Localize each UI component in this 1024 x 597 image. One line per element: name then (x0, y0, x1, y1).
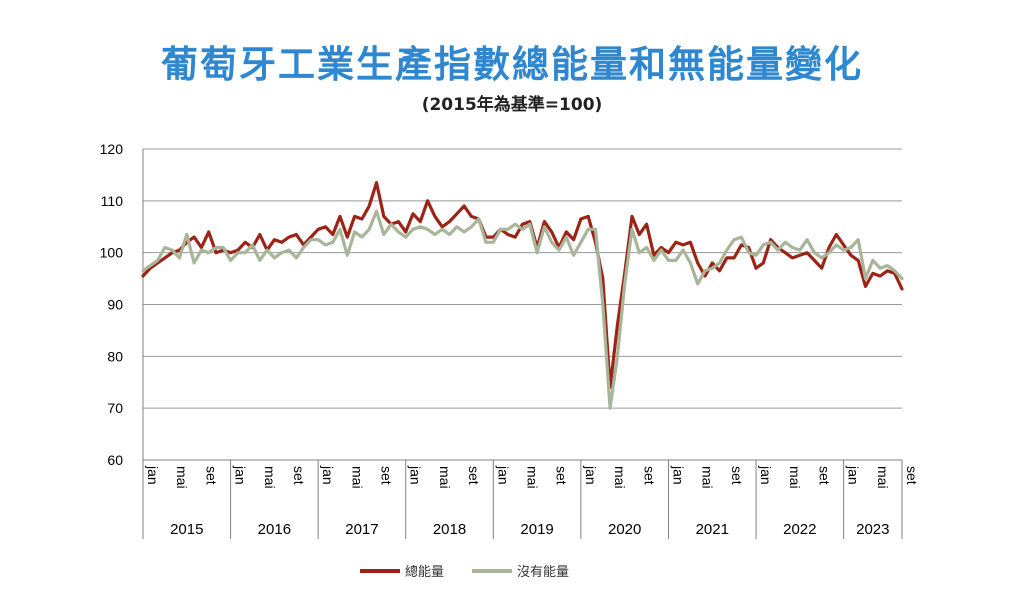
month-tick-label: jan (233, 465, 249, 485)
month-tick-label: set (291, 466, 307, 485)
y-tick-label: 120 (100, 141, 124, 157)
month-tick-label: set (904, 466, 920, 485)
month-tick-label: jan (145, 465, 161, 485)
year-label: 2020 (608, 521, 641, 538)
year-label: 2017 (345, 521, 378, 538)
year-label: 2019 (520, 521, 553, 538)
month-tick-label: set (729, 466, 745, 485)
month-tick-label: mai (787, 466, 803, 489)
y-tick-label: 80 (107, 348, 123, 364)
month-tick-label: mai (700, 466, 716, 489)
legend-label: 沒有能量 (517, 565, 569, 580)
year-label: 2021 (696, 521, 729, 538)
y-tick-label: 60 (107, 452, 123, 468)
y-tick-label: 70 (107, 400, 123, 416)
grid-lines (143, 148, 902, 461)
y-axis: 60 70 80 90 100 110 120 (100, 141, 144, 539)
month-tick-label: mai (262, 466, 278, 489)
month-tick-label: set (379, 466, 395, 485)
month-tick-label: jan (583, 465, 599, 485)
legend: 總能量 沒有能量 (360, 564, 569, 580)
year-label: 2018 (433, 521, 466, 538)
month-tick-label: set (554, 466, 570, 485)
month-tick-label: jan (408, 465, 424, 485)
month-tick-label: jan (670, 465, 686, 485)
legend-label: 總能量 (405, 564, 444, 580)
year-label: 2022 (783, 521, 816, 538)
series-line-total-energy (141, 181, 904, 389)
month-tick-label: jan (758, 465, 774, 485)
chart-title: 葡萄牙工業生產指數總能量和無能量變化 (161, 43, 863, 86)
month-tick-label: jan (495, 465, 511, 485)
year-label: 2015 (170, 521, 203, 538)
y-tick-label: 90 (107, 297, 123, 313)
month-tick-label: set (641, 466, 657, 485)
month-tick-label: jan (320, 465, 336, 485)
month-tick-label: set (203, 466, 219, 485)
year-label: 2023 (856, 521, 889, 538)
month-tick-label: set (466, 466, 482, 485)
series-lines (141, 181, 904, 410)
month-tick-label: mai (875, 466, 891, 489)
month-tick-label: jan (846, 465, 862, 485)
year-label: 2016 (258, 521, 291, 538)
month-tick-label: mai (525, 466, 541, 489)
month-tick-label: set (816, 466, 832, 485)
month-tick-label: mai (349, 466, 365, 489)
series-line-without-energy (141, 209, 904, 410)
chart-subtitle: (2015年為基準=100) (421, 95, 603, 115)
month-tick-label: mai (612, 466, 628, 489)
month-tick-label: mai (174, 466, 190, 489)
month-tick-label: mai (437, 466, 453, 489)
y-tick-label: 110 (101, 193, 124, 209)
y-tick-label: 100 (100, 245, 124, 261)
